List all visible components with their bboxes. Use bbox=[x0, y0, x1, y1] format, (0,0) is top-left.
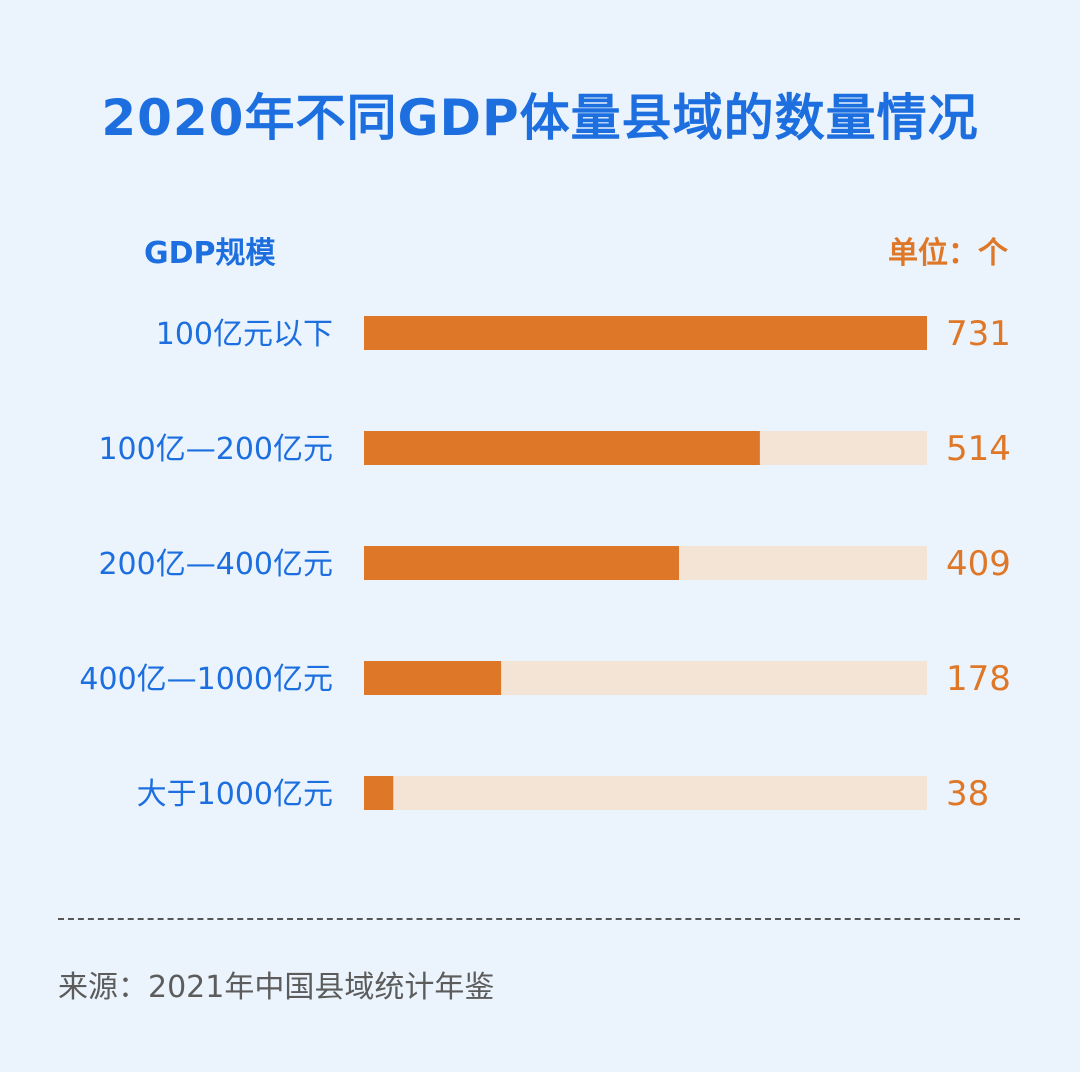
category-label: 100亿—200亿元 bbox=[98, 432, 333, 467]
bar-chart: 100亿元以下 731 100亿—200亿元 514 200亿—400亿元 409 400亿… bbox=[79, 314, 1011, 814]
value-label: 409 bbox=[946, 544, 1011, 584]
value-label: 731 bbox=[946, 314, 1011, 354]
footer-divider bbox=[58, 918, 1020, 920]
bar bbox=[364, 431, 760, 465]
category-label: 200亿—400亿元 bbox=[98, 547, 333, 582]
bar bbox=[364, 546, 680, 580]
category-label: 400亿—1000亿元 bbox=[79, 662, 333, 697]
bar bbox=[364, 661, 502, 695]
bar-track bbox=[364, 776, 927, 810]
category-label: 大于1000亿元 bbox=[137, 777, 333, 812]
bar bbox=[364, 776, 394, 810]
value-label: 178 bbox=[946, 659, 1011, 699]
source-note: 来源：2021年中国县域统计年鉴 bbox=[58, 970, 495, 1005]
unit-label: 单位：个 bbox=[888, 236, 1008, 271]
value-label: 514 bbox=[946, 429, 1011, 469]
value-label: 38 bbox=[946, 774, 989, 814]
category-axis-header: GDP规模 bbox=[144, 236, 276, 271]
chart-title: 2020年不同GDP体量县域的数量情况 bbox=[101, 89, 979, 147]
bar bbox=[364, 316, 927, 350]
category-label: 100亿元以下 bbox=[156, 317, 333, 352]
